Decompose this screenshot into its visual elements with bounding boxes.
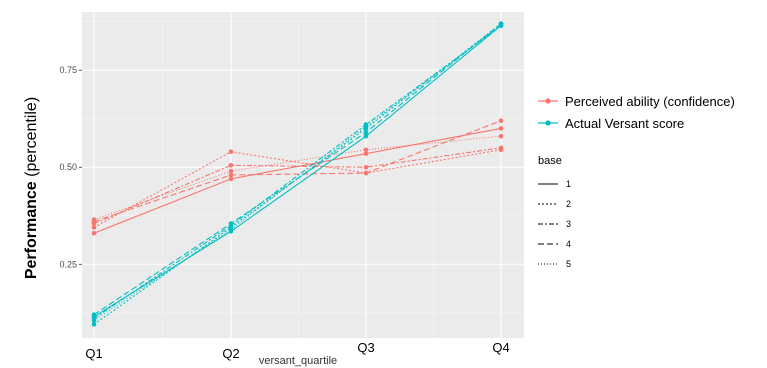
series-line bbox=[93, 149, 502, 228]
y-axis-label-rest: (percentile) bbox=[23, 97, 40, 181]
legend-label: 1 bbox=[566, 179, 571, 189]
data-point bbox=[498, 23, 504, 28]
x-tick-label: Q4 bbox=[492, 340, 509, 355]
y-axis-label-bold: Performance bbox=[23, 181, 40, 279]
y-tick-label: 0.75 bbox=[59, 65, 77, 75]
series-line bbox=[93, 25, 502, 318]
legend-label: 5 bbox=[566, 259, 571, 269]
data-point bbox=[363, 130, 369, 135]
data-point bbox=[363, 164, 369, 170]
data-point bbox=[228, 221, 234, 226]
x-tick-label: Q1 bbox=[85, 346, 102, 361]
legend-linetype: base 1 2 3 4 5 bbox=[538, 155, 571, 269]
x-axis: Q1 Q2 Q3 Q4 bbox=[85, 340, 509, 361]
data-point bbox=[91, 217, 97, 222]
data-point bbox=[228, 149, 234, 155]
series-line bbox=[93, 25, 502, 321]
y-tick-label: 0.25 bbox=[59, 259, 77, 269]
data-point bbox=[91, 312, 97, 318]
legend-color: Perceived ability (confidence) Actual Ver… bbox=[538, 94, 735, 131]
series-line bbox=[93, 23, 502, 325]
grid-major bbox=[82, 12, 524, 338]
legend-label: 2 bbox=[566, 199, 571, 209]
series-line bbox=[93, 25, 502, 320]
data-point bbox=[91, 230, 97, 236]
series-line bbox=[93, 135, 502, 221]
data-point bbox=[91, 322, 97, 327]
legend-label: Actual Versant score bbox=[565, 116, 684, 131]
data-point bbox=[91, 225, 97, 230]
legend-key-point bbox=[545, 120, 551, 126]
data-point bbox=[498, 133, 504, 139]
x-axis-label: versant_quartile bbox=[259, 355, 337, 367]
x-tick-label: Q2 bbox=[222, 346, 239, 361]
legend-label: Perceived ability (confidence) bbox=[565, 94, 735, 109]
legend-label: 3 bbox=[566, 219, 571, 229]
data-point bbox=[498, 145, 504, 151]
legend-key-point bbox=[545, 98, 551, 104]
data-point bbox=[228, 227, 234, 232]
y-axis: 0.25 0.50 0.75 bbox=[59, 65, 82, 269]
data-point bbox=[363, 124, 369, 129]
data-point bbox=[363, 147, 369, 153]
legend-title: base bbox=[538, 155, 562, 167]
y-axis-label: Performance (percentile) bbox=[23, 97, 40, 279]
data-point bbox=[498, 118, 504, 123]
data-point bbox=[228, 168, 234, 174]
data-point bbox=[363, 170, 369, 176]
y-tick-label: 0.50 bbox=[59, 162, 77, 172]
legend-label: 4 bbox=[566, 239, 571, 249]
data-point bbox=[363, 133, 369, 139]
series-line bbox=[93, 147, 502, 225]
data-point bbox=[498, 126, 504, 131]
series-line bbox=[93, 120, 502, 223]
data-point bbox=[363, 151, 369, 156]
data-point bbox=[228, 162, 234, 168]
data-point bbox=[228, 172, 234, 178]
series-points bbox=[91, 21, 504, 327]
data-point bbox=[91, 318, 97, 323]
series-lines bbox=[93, 23, 502, 325]
x-tick-label: Q3 bbox=[357, 340, 374, 355]
data-point bbox=[228, 176, 234, 182]
